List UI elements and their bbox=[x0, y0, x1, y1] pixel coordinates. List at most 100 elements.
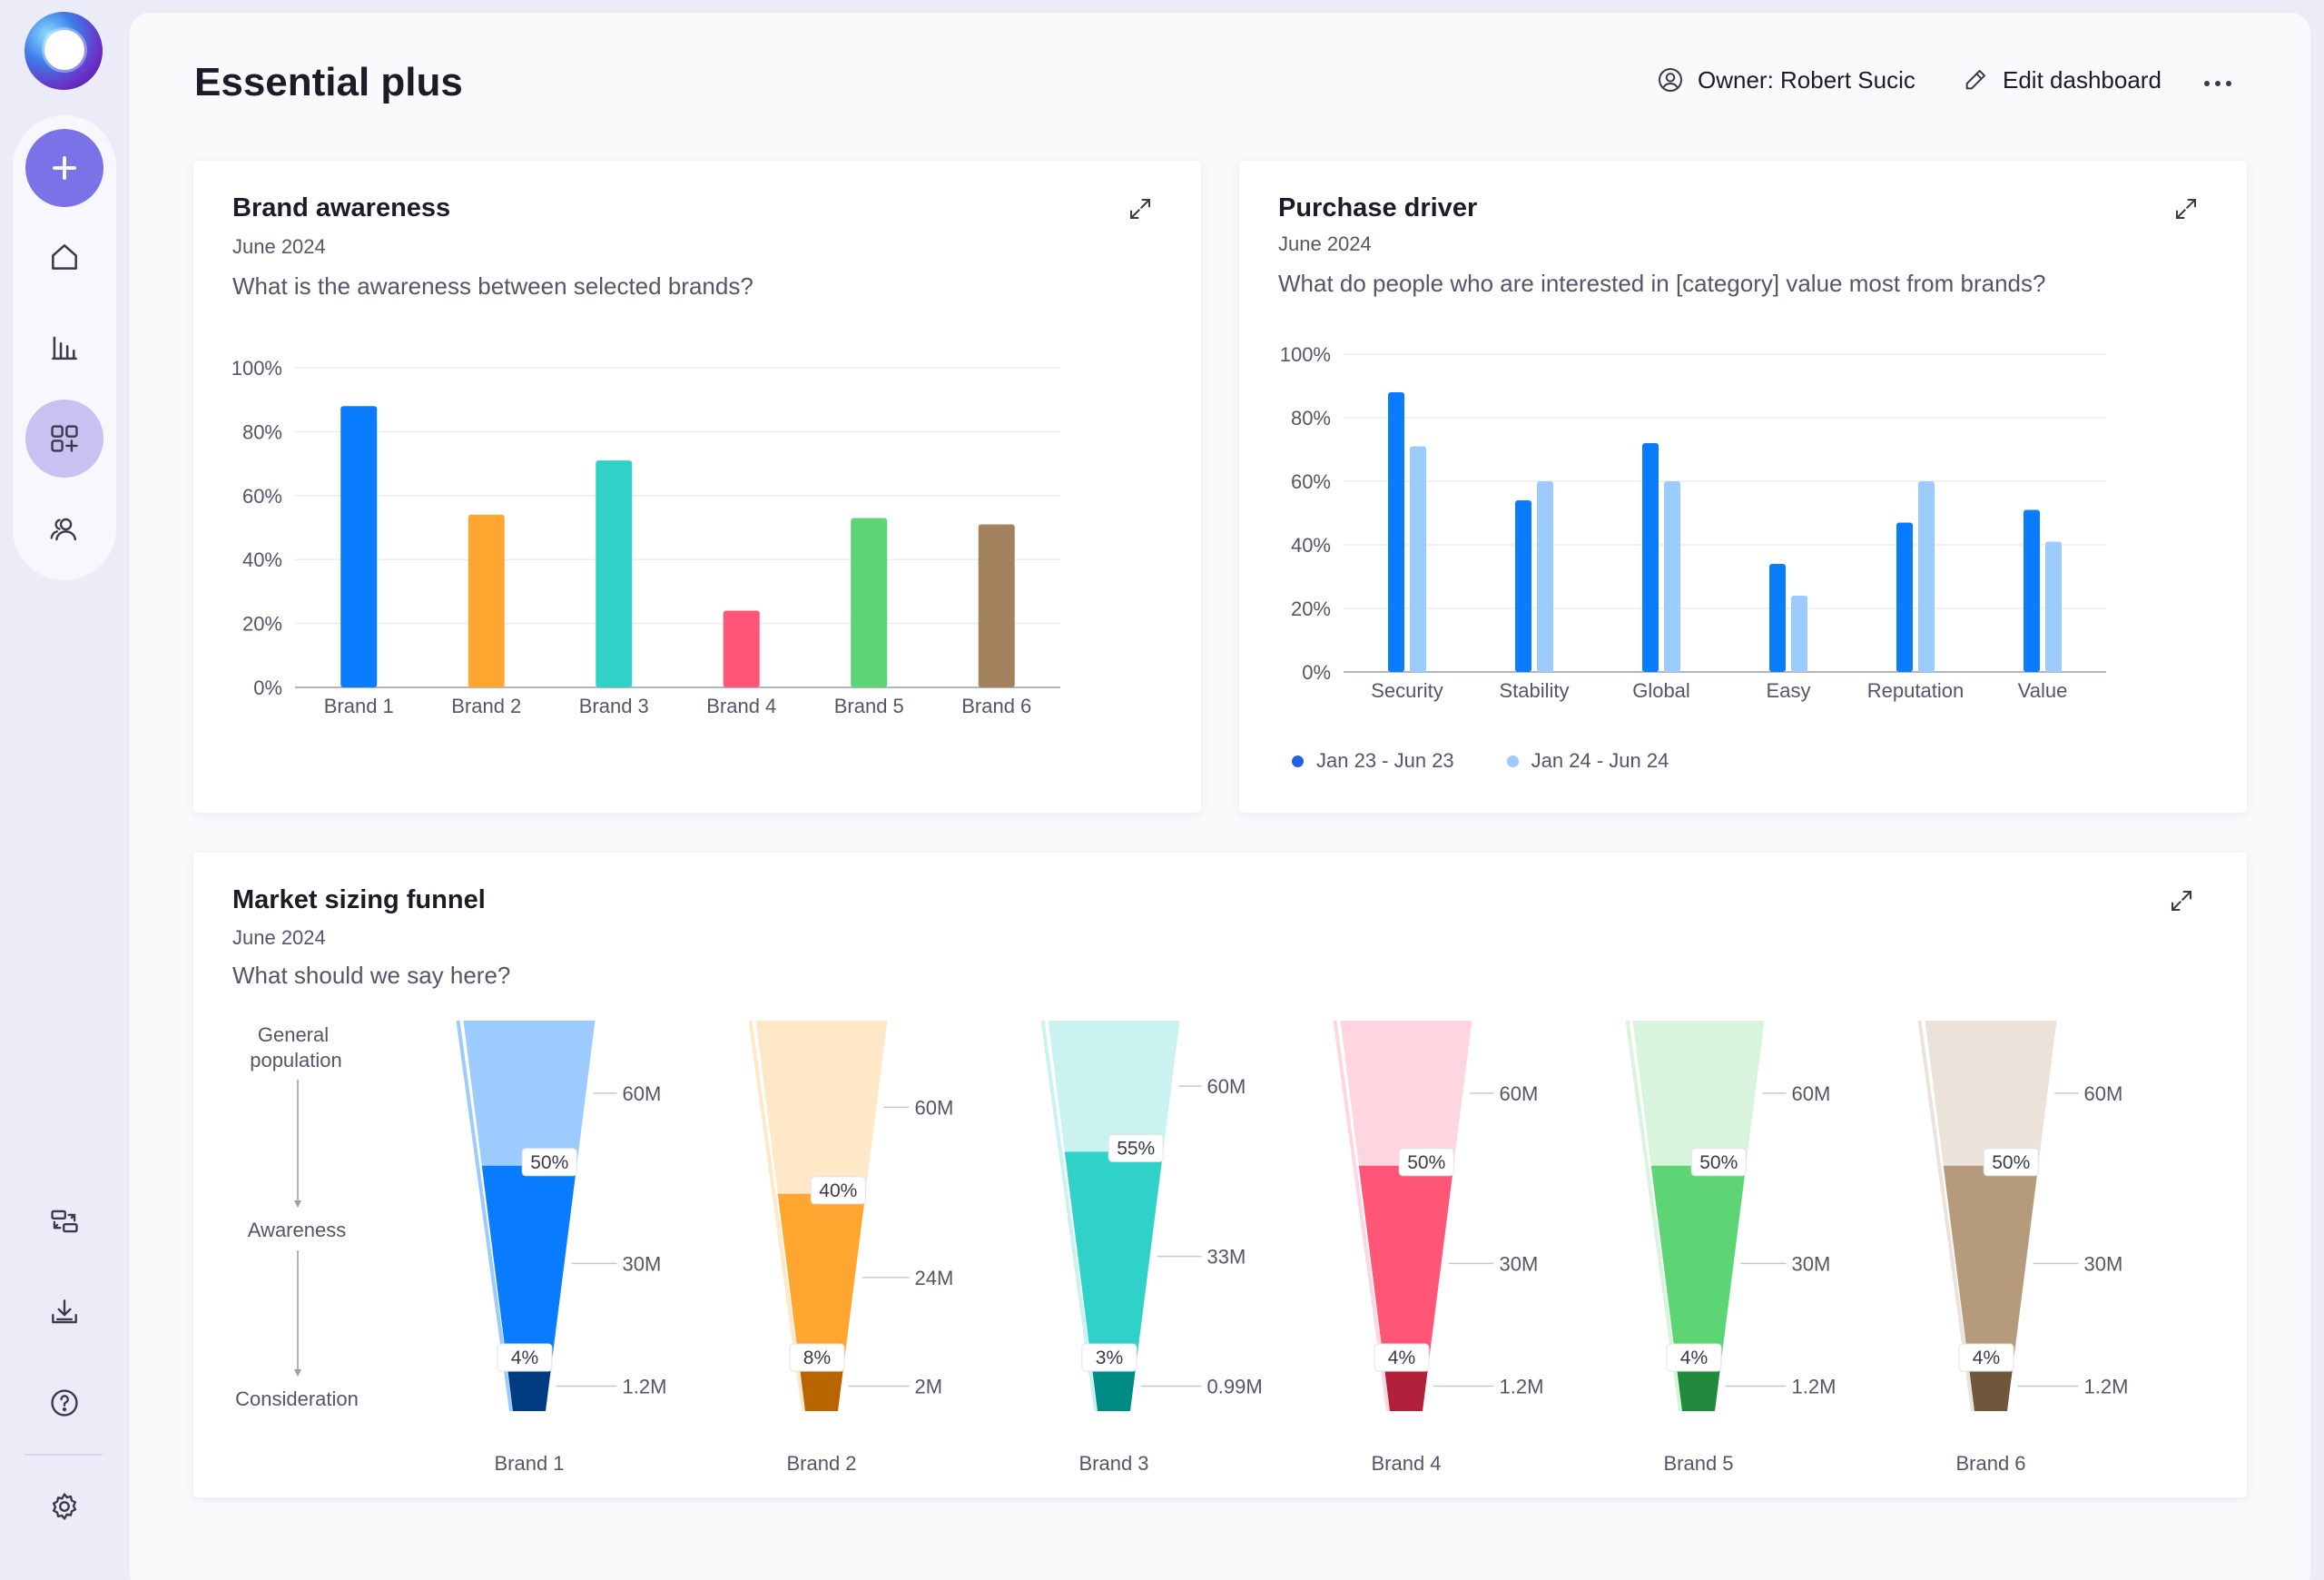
transfer-icon bbox=[51, 1210, 78, 1233]
percent-badge bbox=[810, 1176, 866, 1205]
owner-label[interactable]: Owner: Robert Sucic bbox=[1656, 65, 1915, 94]
x-tick-label: Brand 3 bbox=[579, 695, 649, 717]
funnel-value-label: 1.2M bbox=[2084, 1376, 2129, 1398]
market-sizing-funnel-chart: General population Awareness Consideration 6… bbox=[235, 1020, 2129, 1475]
y-tick-label: 0% bbox=[253, 676, 282, 699]
download-icon bbox=[52, 1299, 77, 1324]
x-tick-label: Global bbox=[1632, 679, 1690, 702]
funnel-segment bbox=[1925, 1021, 2057, 1166]
expand-icon[interactable] bbox=[1127, 195, 1154, 222]
funnel-value-label: 30M bbox=[623, 1252, 662, 1275]
legend-item: Jan 23 - Jun 23 bbox=[1316, 749, 1454, 772]
expand-icon[interactable] bbox=[2168, 887, 2195, 914]
sidebar-item-settings[interactable] bbox=[25, 1467, 103, 1545]
funnel-segment bbox=[1091, 1361, 1137, 1411]
x-tick-label: Reputation bbox=[1867, 679, 1964, 702]
x-tick-label: Brand 6 bbox=[961, 695, 1031, 717]
bar bbox=[1791, 596, 1807, 672]
home-icon bbox=[52, 244, 77, 270]
funnel-value-label: 60M bbox=[1792, 1082, 1831, 1105]
stage-label: Consideration bbox=[235, 1387, 359, 1410]
sidebar-item-switch[interactable] bbox=[25, 1182, 103, 1260]
card-title: Brand awareness bbox=[232, 193, 451, 222]
percent-badge-label: 8% bbox=[803, 1348, 831, 1368]
x-tick-label: Brand 4 bbox=[706, 695, 776, 717]
percent-badge-label: 4% bbox=[511, 1348, 538, 1368]
y-tick-label: 40% bbox=[242, 548, 282, 571]
percent-badge bbox=[1958, 1343, 2014, 1372]
funnel-value-label: 60M bbox=[2084, 1082, 2123, 1105]
funnel-value-label: 1.2M bbox=[1500, 1376, 1544, 1398]
card-title: Market sizing funnel bbox=[232, 885, 486, 914]
funnel-segment bbox=[1650, 1165, 1747, 1361]
funnel-value-label: 33M bbox=[1207, 1246, 1246, 1269]
funnel-value-label: 1.2M bbox=[623, 1376, 667, 1398]
percent-badge-label: 40% bbox=[819, 1180, 857, 1201]
brand-awareness-card: Brand awareness June 2024 What is the aw… bbox=[193, 161, 1201, 813]
edit-dashboard-button[interactable]: Edit dashboard bbox=[1961, 65, 2162, 94]
funnel-segment bbox=[463, 1021, 596, 1166]
sidebar-item-people[interactable] bbox=[25, 490, 103, 568]
funnel-segment bbox=[777, 1193, 866, 1361]
stage-arrow-head bbox=[294, 1200, 301, 1208]
percent-badge-label: 4% bbox=[1388, 1348, 1415, 1368]
percent-badge-label: 50% bbox=[1407, 1152, 1445, 1173]
bar bbox=[1664, 481, 1680, 672]
y-tick-label: 60% bbox=[242, 485, 282, 508]
user-circle-icon bbox=[1659, 68, 1682, 92]
add-button[interactable] bbox=[25, 129, 103, 207]
card-question: What should we say here? bbox=[232, 962, 511, 989]
x-tick-label: Stability bbox=[1499, 679, 1569, 702]
funnel-segment bbox=[1358, 1165, 1454, 1361]
funnel-value-label: 30M bbox=[1792, 1252, 1831, 1275]
percent-badge bbox=[1398, 1148, 1454, 1177]
app-logo[interactable] bbox=[25, 12, 103, 90]
legend-swatch bbox=[1506, 755, 1519, 767]
funnel-segment bbox=[1048, 1021, 1180, 1152]
pencil-icon bbox=[1965, 70, 1985, 90]
funnel-segment bbox=[1384, 1361, 1429, 1411]
market-sizing-funnel-card: Market sizing funnel June 2024 What shou… bbox=[193, 853, 2247, 1497]
legend-swatch bbox=[1292, 755, 1304, 767]
percent-badge bbox=[521, 1148, 577, 1177]
funnel-value-label: 1.2M bbox=[1792, 1376, 1837, 1398]
users-icon bbox=[50, 518, 77, 541]
bar bbox=[596, 460, 633, 687]
sidebar-item-reports[interactable] bbox=[25, 309, 103, 387]
owner-text: Owner: Robert Sucic bbox=[1698, 65, 1915, 94]
percent-badge bbox=[1690, 1148, 1747, 1177]
percent-badge bbox=[1666, 1343, 1722, 1372]
funnel-segment bbox=[1340, 1021, 1472, 1166]
widgets-add-icon bbox=[51, 425, 78, 452]
purchase-driver-card: Purchase driver June 2024 What do people… bbox=[1239, 161, 2247, 813]
page-title: Essential plus bbox=[194, 60, 463, 104]
sidebar-item-home[interactable] bbox=[25, 218, 103, 296]
card-question: What do people who are interested in [ca… bbox=[1278, 270, 2046, 297]
percent-badge-label: 4% bbox=[1680, 1348, 1708, 1368]
bar bbox=[468, 514, 505, 687]
sidebar-item-download[interactable] bbox=[25, 1273, 103, 1351]
percent-badge bbox=[1374, 1343, 1430, 1372]
percent-badge-label: 50% bbox=[1992, 1152, 2030, 1173]
more-options-button[interactable] bbox=[2204, 71, 2237, 96]
bar bbox=[1410, 446, 1426, 672]
sidebar-divider bbox=[25, 1454, 103, 1456]
sidebar-item-help[interactable] bbox=[25, 1364, 103, 1442]
brand-label: Brand 4 bbox=[1371, 1452, 1441, 1475]
percent-badge-label: 4% bbox=[1973, 1348, 2000, 1368]
bar bbox=[1515, 500, 1531, 672]
expand-icon[interactable] bbox=[2172, 195, 2200, 222]
bar bbox=[1537, 481, 1553, 672]
purchase-driver-chart: 0% 20% 40% 60% 80% 100% Security Stability Globa… bbox=[1280, 343, 2106, 702]
funnel-value-label: 30M bbox=[2084, 1252, 2123, 1275]
x-tick-label: Easy bbox=[1767, 679, 1811, 702]
bar bbox=[1769, 564, 1786, 672]
sidebar-item-dashboards[interactable] bbox=[25, 400, 103, 478]
x-tick-label: Value bbox=[2018, 679, 2068, 702]
y-tick-label: 20% bbox=[242, 613, 282, 636]
card-date: June 2024 bbox=[1278, 232, 1372, 255]
funnel-value-label: 60M bbox=[915, 1096, 954, 1119]
stage-label: Awareness bbox=[248, 1219, 346, 1241]
bar bbox=[1642, 443, 1659, 672]
legend-item: Jan 24 - Jun 24 bbox=[1531, 749, 1669, 772]
